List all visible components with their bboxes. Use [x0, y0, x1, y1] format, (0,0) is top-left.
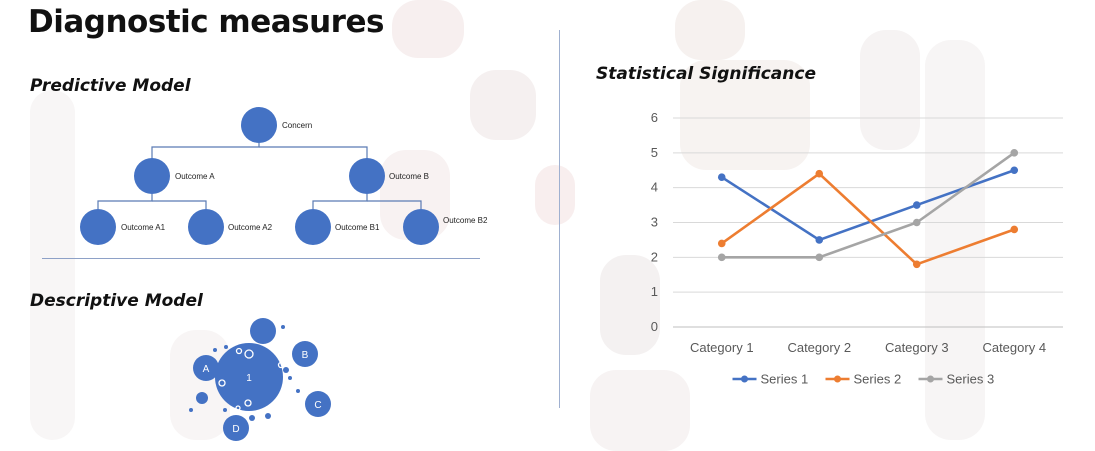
- series-1-point: [717, 173, 726, 182]
- legend-marker: [741, 375, 748, 383]
- series-3-point: [717, 253, 726, 262]
- dot-decor: [296, 389, 300, 393]
- ring-decor: [244, 399, 252, 407]
- node-outcome-b1: [295, 209, 331, 245]
- descriptive-model-heading: Descriptive Model: [30, 291, 203, 311]
- node-outcome-a: [134, 158, 170, 194]
- series-line-1: [721, 169, 1015, 242]
- node-label-outcome-a: Outcome A: [175, 172, 215, 181]
- bubble-top: [250, 318, 276, 344]
- node-outcome-a2: [188, 209, 224, 245]
- series-3-point: [912, 218, 921, 227]
- series-1-point: [912, 201, 921, 209]
- legend-label: Series 1: [761, 372, 809, 387]
- y-tick-label: 0: [651, 319, 658, 334]
- dot-decor: [288, 376, 292, 380]
- dot-decor: [265, 413, 271, 419]
- node-label-outcome-a2: Outcome A2: [228, 223, 273, 232]
- chart-series: [717, 149, 1019, 269]
- bubble-c: [305, 391, 331, 417]
- series-2-point: [912, 260, 921, 269]
- y-tick-label: 5: [651, 145, 658, 160]
- series-2-point: [717, 239, 726, 248]
- x-tick-label: Category 2: [787, 340, 851, 355]
- chart-legend: Series 1 Series 2 Series 3: [732, 372, 995, 387]
- ring-decor: [235, 405, 241, 411]
- vertical-divider: [559, 30, 560, 408]
- ring-decor: [244, 349, 254, 359]
- series-2-point: [815, 169, 824, 178]
- legend-label: Series 3: [947, 372, 995, 387]
- bubble-d-label: D: [232, 424, 239, 435]
- dot-decor: [249, 415, 255, 421]
- ring-decor: [277, 361, 285, 369]
- dot-decor: [283, 367, 289, 373]
- predictive-model-heading: Predictive Model: [30, 76, 191, 96]
- left-section-divider: [42, 258, 480, 259]
- y-tick-label: 3: [651, 215, 658, 230]
- node-label-outcome-b2: Outcome B2: [443, 216, 488, 225]
- bubble-center-label: 1: [246, 373, 252, 384]
- statistical-significance-heading: Statistical Significance: [596, 64, 816, 84]
- y-tick-label: 4: [651, 180, 658, 195]
- node-label-outcome-a1: Outcome A1: [121, 223, 166, 232]
- slide-title: Diagnostic measures: [28, 4, 384, 40]
- series-2-point: [1010, 225, 1019, 234]
- bubble-b: [292, 341, 318, 367]
- y-tick-label: 1: [651, 284, 658, 299]
- legend-marker: [927, 375, 934, 383]
- node-outcome-a1: [80, 209, 116, 245]
- ring-decor: [235, 347, 243, 355]
- node-label-outcome-b1: Outcome B1: [335, 223, 380, 232]
- legend-label: Series 2: [854, 372, 902, 387]
- bubble-b-label: B: [302, 350, 309, 361]
- chart-y-axis: 0 1 2 3 4 5 6: [651, 110, 658, 334]
- chart-x-axis: Category 1 Category 2 Category 3 Category 4: [690, 340, 1046, 355]
- series-1-point: [815, 236, 824, 244]
- legend-marker: [834, 375, 841, 383]
- node-outcome-b: [349, 158, 385, 194]
- x-tick-label: Category 3: [885, 340, 949, 355]
- y-tick-label: 2: [651, 249, 658, 264]
- node-label-concern: Concern: [282, 121, 312, 130]
- bubble-c-label: C: [314, 400, 321, 411]
- y-tick-label: 6: [651, 110, 658, 125]
- bubble-center: [215, 343, 283, 411]
- series-1-point: [1010, 166, 1019, 175]
- x-tick-label: Category 4: [982, 340, 1046, 355]
- series-3-point: [1010, 149, 1019, 157]
- dot-decor: [281, 325, 285, 329]
- series-3-point: [815, 253, 824, 262]
- x-tick-label: Category 1: [690, 340, 754, 355]
- node-concern: [241, 107, 277, 143]
